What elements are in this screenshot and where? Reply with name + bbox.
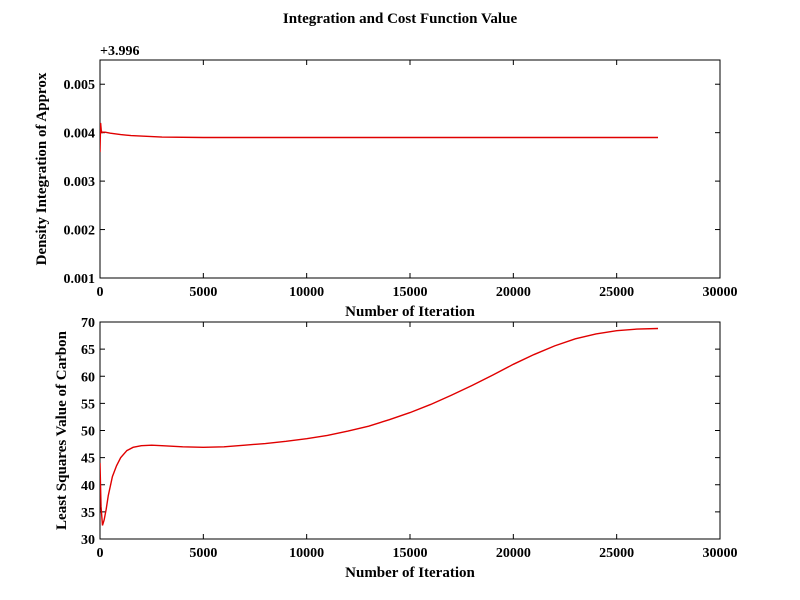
y-offset-label: +3.996 <box>100 44 139 59</box>
y-tick-label: 45 <box>81 452 95 467</box>
y-tick-label: 65 <box>81 343 95 358</box>
y-tick-label: 0.005 <box>64 78 96 93</box>
series-line-1 <box>100 122 658 153</box>
x-tick-label: 25000 <box>599 285 634 300</box>
y-axis-label: Least Squares Value of Carbon <box>54 330 70 530</box>
y-axis-label: Density Integration of Approx <box>34 72 50 265</box>
x-tick-label: 30000 <box>703 546 738 561</box>
x-tick-label: 15000 <box>393 546 428 561</box>
y-tick-label: 60 <box>81 370 95 385</box>
y-tick-label: 50 <box>81 425 95 440</box>
chart-panels: 0 5000 10000 15000 20000 25000 30000 0.001 0.002… <box>34 44 738 581</box>
x-tick-label: 20000 <box>496 285 531 300</box>
chart-panel-1: 0 5000 10000 15000 20000 25000 30000 0.001 0.002… <box>34 44 738 320</box>
y-tick-label: 40 <box>81 479 95 494</box>
x-axis-label: Number of Iteration <box>345 565 475 581</box>
plot-frame <box>99 59 721 279</box>
x-axis-label: Number of Iteration <box>345 304 475 320</box>
x-tick-label: 30000 <box>703 285 738 300</box>
x-tick-label: 5000 <box>189 546 217 561</box>
y-tick-label: 0.001 <box>64 272 96 287</box>
plot-frame <box>99 321 721 540</box>
y-tick-label: 0.004 <box>64 127 96 142</box>
y-tick-label: 30 <box>81 533 95 548</box>
y-tick-label: 70 <box>81 316 95 331</box>
y-tick-label: 35 <box>81 506 95 521</box>
y-tick-label: 0.002 <box>64 224 96 239</box>
figure-title: Integration and Cost Function Value <box>283 11 518 27</box>
x-tick-label: 25000 <box>599 546 634 561</box>
y-tick-label: 55 <box>81 397 95 412</box>
x-tick-label: 0 <box>97 285 104 300</box>
x-tick-label: 5000 <box>189 285 217 300</box>
x-tick-label: 10000 <box>289 285 324 300</box>
chart-panel-2: 0 5000 10000 15000 20000 25000 30000 30 35 40 45 50… <box>54 316 738 581</box>
y-tick-label: 0.003 <box>64 175 96 190</box>
x-tick-label: 15000 <box>393 285 428 300</box>
x-tick-label: 20000 <box>496 546 531 561</box>
series-line-1 <box>100 327 659 526</box>
x-tick-label: 0 <box>97 546 104 561</box>
x-tick-label: 10000 <box>289 546 324 561</box>
